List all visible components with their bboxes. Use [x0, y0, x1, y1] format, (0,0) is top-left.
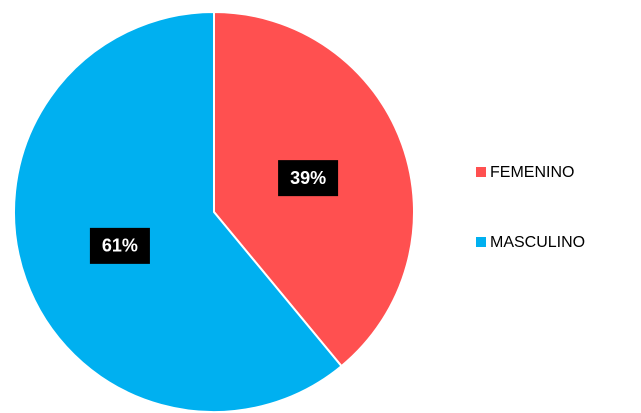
legend-label: FEMENINO — [490, 164, 574, 181]
legend-swatch — [476, 237, 486, 247]
data-label: 61% — [102, 236, 138, 256]
data-label: 39% — [290, 168, 326, 188]
data-label-box — [89, 227, 150, 264]
data-label-box — [278, 160, 339, 197]
legend-label: MASCULINO — [490, 234, 585, 251]
legend-swatch — [476, 167, 486, 177]
pie-slice — [13, 10, 343, 413]
